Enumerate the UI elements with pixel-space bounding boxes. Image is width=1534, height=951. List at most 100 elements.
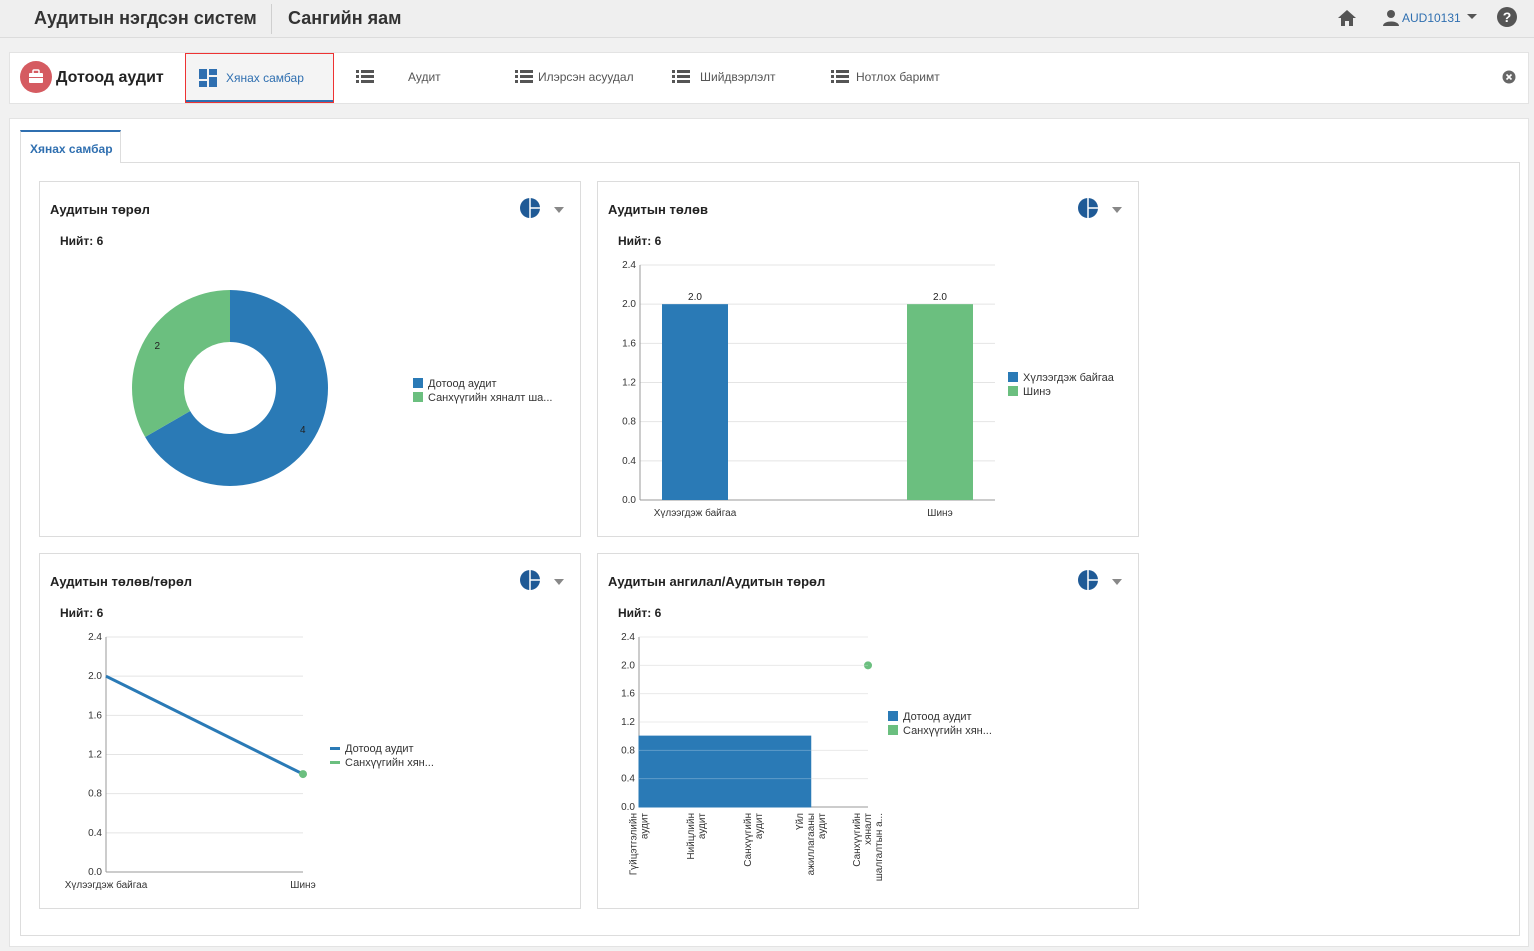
header-divider [271,4,272,34]
chart-type-icon[interactable] [520,198,540,218]
y-tick-label: 0.0 [88,867,102,878]
legend-label: Дотоод аудит [903,711,972,723]
panel-total: Нийт: 6 [60,234,104,248]
x-tick-label-line: аудит [754,813,765,840]
series-point [299,770,307,779]
legend-swatch [413,392,423,402]
organization-title: Сангийн яам [288,8,402,28]
chevron-down-icon[interactable] [1467,14,1477,19]
user-icon[interactable] [1380,7,1402,29]
panel-audit-status: Аудитын төлөв Нийт: 6 0.0 0.4 0.8 1.2 1.6 2.0… [597,181,1139,537]
x-tick-label-line: хяналт [863,813,874,845]
dashboard-panels: Аудитын төрөл Нийт: 6 4 2 Дотоод аудит Санх… [20,162,1520,936]
close-icon[interactable] [1502,70,1516,84]
chart-type-icon[interactable] [1078,198,1098,218]
legend-label: Шинэ [1023,386,1051,398]
panel-title: Аудитын төрөл [50,202,150,217]
tab-resolution[interactable]: Шийдвэрлэлт [662,53,802,103]
legend-swatch [330,761,340,764]
legend-swatch [1008,372,1018,382]
y-tick-label: 0.4 [621,774,635,785]
chart-type-icon[interactable] [1078,570,1098,590]
panel-menu-caret-icon[interactable] [554,579,564,585]
tab-evidence-label: Нотлох баримт [856,70,940,84]
tab-dashboard-inner[interactable]: Хянах самбар [20,130,121,163]
tab-dashboard-label: Хянах самбар [226,71,304,85]
y-tick-label: 2.0 [621,660,635,671]
line-chart: 0.0 0.4 0.8 1.2 1.6 2.0 2.4 Хүлээгдэж байгаа Шин… [65,632,434,891]
y-tick-label: 2.0 [622,299,636,310]
x-tick-label-line: Санхүүгийн [852,813,863,867]
help-icon[interactable]: ? [1496,6,1518,28]
x-tick-label-line: Гүйцэтгэлийн [629,813,640,875]
donut-chart: 4 2 Дотоод аудит Санхүүгийн хяналт ша... [132,290,552,486]
x-tick-label-line: Санхүүгийн [743,813,754,867]
list-icon [831,70,849,83]
panel-audit-status-type: Аудитын төлөв/төрөл Нийт: 6 0.0 0.4 0.8 1.2… [39,553,581,909]
active-tab-indicator [186,100,333,102]
x-tick-label: Гүйцэтгэлийн аудит [629,813,651,876]
legend-label: Дотоод аудит [345,743,414,755]
legend-label: Дотоод аудит [428,378,497,390]
home-icon[interactable] [1336,7,1358,29]
y-tick-label: 1.2 [88,750,102,761]
y-tick-label: 0.4 [88,828,102,839]
x-tick-label: Нийцлийн аудит [686,813,708,860]
bar [662,304,728,500]
y-tick-label: 1.2 [621,717,635,728]
chart-type-icon[interactable] [520,570,540,590]
series-area [638,735,812,808]
slice-label: 2 [154,341,160,352]
y-tick-label: 1.6 [621,689,635,700]
dashboard-icon [199,69,217,87]
panel-audit-type: Аудитын төрөл Нийт: 6 4 2 Дотоод аудит Санх… [39,181,581,537]
y-tick-label: 1.2 [622,378,636,389]
y-tick-label: 0.8 [88,789,102,800]
x-tick-label: Үйл ажиллагааны аудит [795,813,828,876]
panel-menu-caret-icon[interactable] [1112,579,1122,585]
tab-audit-label: Аудит [408,70,441,84]
list-icon [672,70,690,83]
panel-title: Аудитын ангилал/Аудитын төрөл [608,574,826,589]
y-tick-label: 1.6 [88,710,102,721]
list-icon [356,70,374,83]
svg-text:?: ? [1503,9,1512,25]
tab-audit[interactable]: Аудит [346,53,466,103]
legend-swatch [330,747,340,750]
legend-swatch [1008,386,1018,396]
y-tick-label: 2.0 [88,671,102,682]
y-tick-label: 0.0 [622,495,636,506]
legend-swatch [888,711,898,721]
panel-audit-category-type: Аудитын ангилал/Аудитын төрөл Нийт: 6 0.… [597,553,1139,909]
series-point [864,661,872,670]
y-tick-label: 0.8 [621,745,635,756]
tab-resolution-label: Шийдвэрлэлт [700,70,776,84]
y-tick-label: 1.6 [622,338,636,349]
x-tick-label: Санхүүгийн аудит [743,813,765,867]
pie-slice [132,290,230,437]
module-title: Дотоод аудит [56,69,164,86]
x-tick-label: Санхүүгийн хяналт шалгалтын а... [852,813,885,882]
panel-title: Аудитын төлөв/төрөл [50,574,193,589]
legend-swatch [888,725,898,735]
top-header: Аудитын нэгдсэн систем Сангийн яам AUD10… [0,0,1534,38]
slice-label: 4 [300,425,306,436]
panel-total: Нийт: 6 [60,606,104,620]
bar-chart: 0.0 0.4 0.8 1.2 1.6 2.0 2.4 2.0 2.0 Хүлээгдэж бай… [622,260,1115,519]
tab-findings-label: Илэрсэн асуудал [538,70,634,84]
tab-findings[interactable]: Илэрсэн асуудал [505,53,645,103]
dashboard-content: Хянах самбар Аудитын төрөл Нийт: 6 4 2 Дот… [9,118,1529,947]
x-tick-label-line: аудит [697,813,708,840]
panel-menu-caret-icon[interactable] [1112,207,1122,213]
pie-slice [145,290,328,486]
user-menu[interactable]: AUD10131 [1402,11,1461,25]
panel-total: Нийт: 6 [618,606,662,620]
tab-evidence[interactable]: Нотлох баримт [821,53,971,103]
x-tick-label-line: Нийцлийн [686,813,697,860]
panel-title: Аудитын төлөв [608,202,708,217]
y-tick-label: 2.4 [621,632,635,643]
x-tick-label: Шинэ [927,508,952,519]
tab-dashboard[interactable]: Хянах самбар [185,53,334,103]
panel-menu-caret-icon[interactable] [554,207,564,213]
